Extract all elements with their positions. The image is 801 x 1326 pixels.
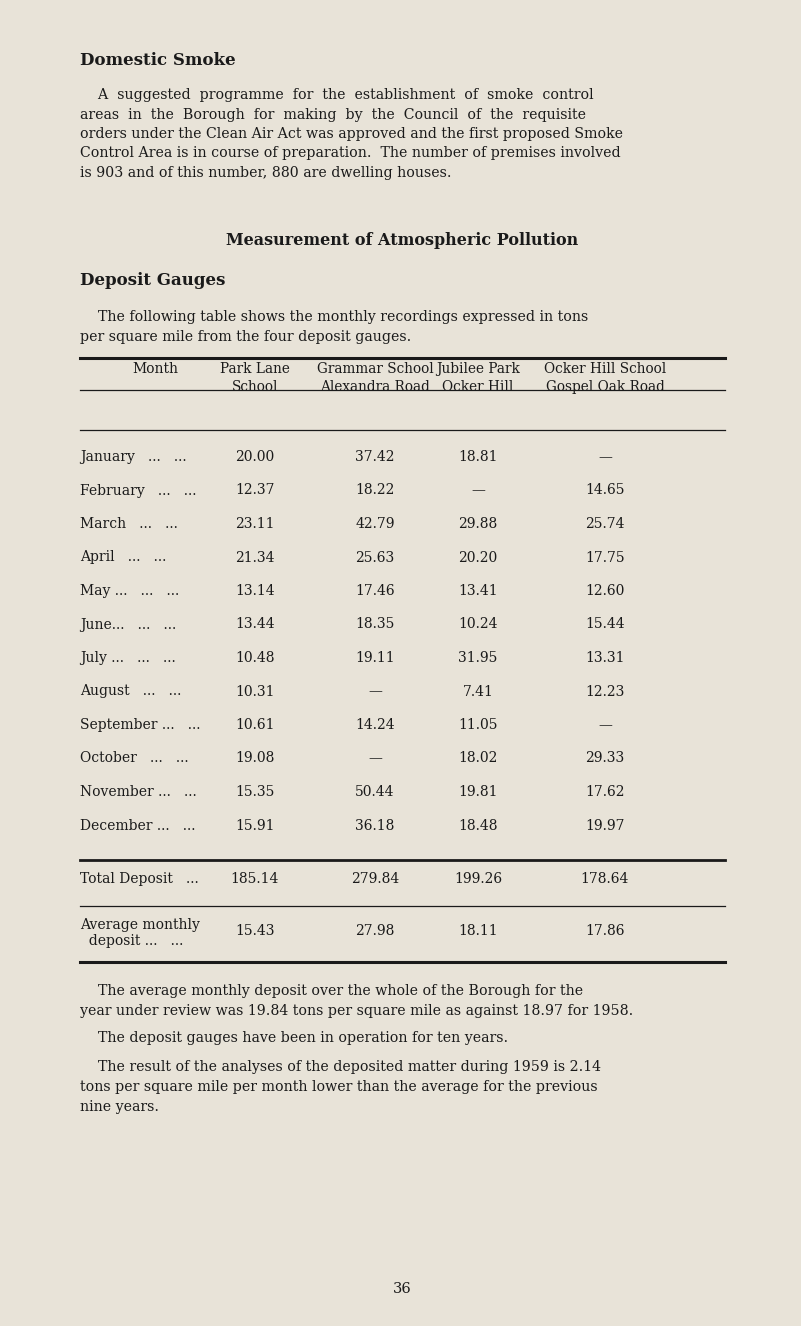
Text: 36: 36 (393, 1282, 412, 1296)
Text: deposit ...   ...: deposit ... ... (80, 934, 183, 948)
Text: 20.00: 20.00 (235, 450, 275, 464)
Text: 20.20: 20.20 (458, 550, 497, 565)
Text: 15.43: 15.43 (235, 924, 275, 937)
Text: 29.33: 29.33 (586, 752, 625, 765)
Text: 10.24: 10.24 (458, 618, 497, 631)
Text: 50.44: 50.44 (356, 785, 395, 800)
Text: 12.23: 12.23 (586, 684, 625, 699)
Text: 11.05: 11.05 (458, 717, 497, 732)
Text: 17.62: 17.62 (586, 785, 625, 800)
Text: 10.61: 10.61 (235, 717, 275, 732)
Text: areas  in  the  Borough  for  making  by  the  Council  of  the  requisite: areas in the Borough for making by the C… (80, 107, 586, 122)
Text: Control Area is in course of preparation.  The number of premises involved: Control Area is in course of preparation… (80, 146, 621, 160)
Text: per square mile from the four deposit gauges.: per square mile from the four deposit ga… (80, 329, 411, 343)
Text: 13.14: 13.14 (235, 583, 275, 598)
Text: Domestic Smoke: Domestic Smoke (80, 52, 235, 69)
Text: July ...   ...   ...: July ... ... ... (80, 651, 175, 666)
Text: 21.34: 21.34 (235, 550, 275, 565)
Text: Total Deposit   ...: Total Deposit ... (80, 873, 199, 886)
Text: —: — (598, 717, 612, 732)
Text: A  suggested  programme  for  the  establishment  of  smoke  control: A suggested programme for the establishm… (80, 88, 594, 102)
Text: 178.64: 178.64 (581, 873, 630, 886)
Text: 15.35: 15.35 (235, 785, 275, 800)
Text: 19.97: 19.97 (586, 818, 625, 833)
Text: 13.41: 13.41 (458, 583, 497, 598)
Text: May ...   ...   ...: May ... ... ... (80, 583, 179, 598)
Text: 18.22: 18.22 (356, 484, 395, 497)
Text: Grammar School
Alexandra Road: Grammar School Alexandra Road (316, 362, 433, 394)
Text: October   ...   ...: October ... ... (80, 752, 188, 765)
Text: 12.37: 12.37 (235, 484, 275, 497)
Text: June...   ...   ...: June... ... ... (80, 618, 176, 631)
Text: 15.91: 15.91 (235, 818, 275, 833)
Text: The result of the analyses of the deposited matter during 1959 is 2.14: The result of the analyses of the deposi… (80, 1061, 601, 1074)
Text: March   ...   ...: March ... ... (80, 517, 178, 530)
Text: The average monthly deposit over the whole of the Borough for the: The average monthly deposit over the who… (80, 984, 583, 998)
Text: The following table shows the monthly recordings expressed in tons: The following table shows the monthly re… (80, 310, 588, 324)
Text: 13.44: 13.44 (235, 618, 275, 631)
Text: 25.74: 25.74 (586, 517, 625, 530)
Text: April   ...   ...: April ... ... (80, 550, 167, 565)
Text: 19.08: 19.08 (235, 752, 275, 765)
Text: September ...   ...: September ... ... (80, 717, 200, 732)
Text: 19.81: 19.81 (458, 785, 497, 800)
Text: 18.48: 18.48 (458, 818, 497, 833)
Text: 18.35: 18.35 (356, 618, 395, 631)
Text: Average monthly: Average monthly (80, 918, 200, 932)
Text: 279.84: 279.84 (351, 873, 399, 886)
Text: 10.48: 10.48 (235, 651, 275, 666)
Text: August   ...   ...: August ... ... (80, 684, 181, 699)
Text: 199.26: 199.26 (454, 873, 502, 886)
Text: —: — (598, 450, 612, 464)
Text: nine years.: nine years. (80, 1099, 159, 1114)
Text: 18.11: 18.11 (458, 924, 497, 937)
Text: —: — (368, 752, 382, 765)
Text: 25.63: 25.63 (356, 550, 395, 565)
Text: 185.14: 185.14 (231, 873, 280, 886)
Text: November ...   ...: November ... ... (80, 785, 197, 800)
Text: year under review was 19.84 tons per square mile as against 18.97 for 1958.: year under review was 19.84 tons per squ… (80, 1004, 634, 1017)
Text: 18.81: 18.81 (458, 450, 497, 464)
Text: 15.44: 15.44 (586, 618, 625, 631)
Text: 17.75: 17.75 (586, 550, 625, 565)
Text: 19.11: 19.11 (355, 651, 395, 666)
Text: 37.42: 37.42 (356, 450, 395, 464)
Text: February   ...   ...: February ... ... (80, 484, 196, 497)
Text: 23.11: 23.11 (235, 517, 275, 530)
Text: Park Lane
School: Park Lane School (220, 362, 290, 394)
Text: orders under the Clean Air Act was approved and the first proposed Smoke: orders under the Clean Air Act was appro… (80, 127, 623, 141)
Text: Deposit Gauges: Deposit Gauges (80, 272, 225, 289)
Text: The deposit gauges have been in operation for ten years.: The deposit gauges have been in operatio… (80, 1032, 508, 1045)
Text: 36.18: 36.18 (356, 818, 395, 833)
Text: 13.31: 13.31 (586, 651, 625, 666)
Text: tons per square mile per month lower than the average for the previous: tons per square mile per month lower tha… (80, 1079, 598, 1094)
Text: December ...   ...: December ... ... (80, 818, 195, 833)
Text: 12.60: 12.60 (586, 583, 625, 598)
Text: —: — (471, 484, 485, 497)
Text: January   ...   ...: January ... ... (80, 450, 187, 464)
Text: 29.88: 29.88 (458, 517, 497, 530)
Text: Measurement of Atmospheric Pollution: Measurement of Atmospheric Pollution (227, 232, 578, 249)
Text: 10.31: 10.31 (235, 684, 275, 699)
Text: 42.79: 42.79 (356, 517, 395, 530)
Text: —: — (368, 684, 382, 699)
Text: 27.98: 27.98 (356, 924, 395, 937)
Text: Ocker Hill School
Gospel Oak Road: Ocker Hill School Gospel Oak Road (544, 362, 666, 394)
Text: 17.86: 17.86 (586, 924, 625, 937)
Text: Month: Month (132, 362, 178, 377)
Text: 14.24: 14.24 (355, 717, 395, 732)
Text: 17.46: 17.46 (355, 583, 395, 598)
Text: 7.41: 7.41 (462, 684, 493, 699)
Text: 18.02: 18.02 (458, 752, 497, 765)
Text: 31.95: 31.95 (458, 651, 497, 666)
Text: 14.65: 14.65 (586, 484, 625, 497)
Text: is 903 and of this number, 880 are dwelling houses.: is 903 and of this number, 880 are dwell… (80, 166, 452, 180)
Text: Jubilee Park
Ocker Hill: Jubilee Park Ocker Hill (436, 362, 520, 394)
